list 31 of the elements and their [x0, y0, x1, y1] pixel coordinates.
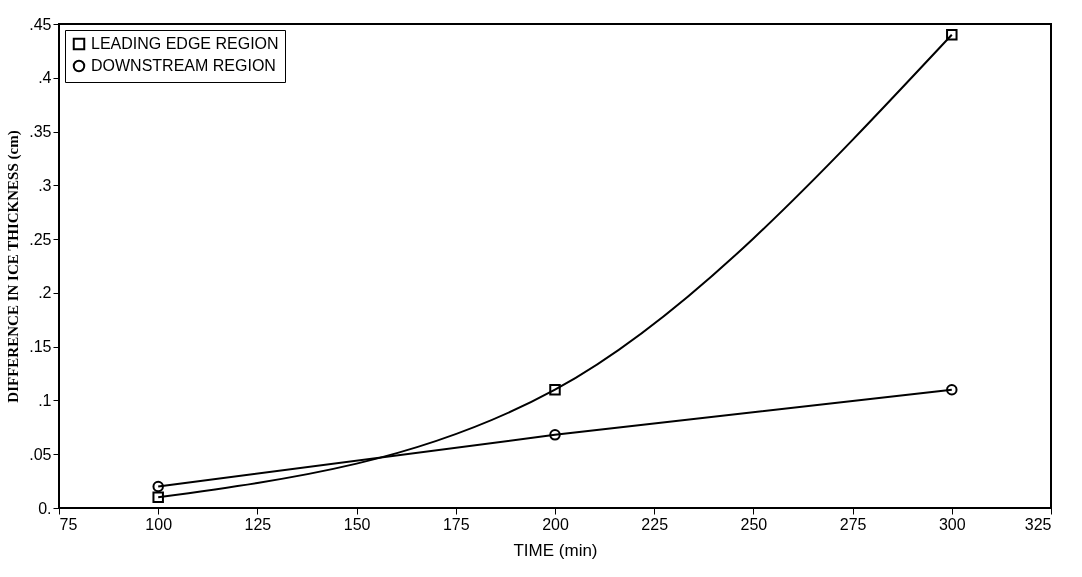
x-tick-label: 175: [442, 515, 470, 533]
x-tick-label: 275: [839, 515, 867, 533]
legend-label: LEADING EDGE REGION: [91, 35, 279, 52]
x-tick-label: 150: [343, 515, 371, 533]
y-tick-label: .2: [38, 284, 52, 302]
y-tick-label: 0.: [38, 499, 52, 517]
x-tick-label: 125: [244, 515, 272, 533]
point: [152, 480, 164, 493]
x-tick-label: 300: [938, 515, 966, 533]
x-tick-label: 200: [542, 515, 569, 533]
y-tick-label: .45: [29, 15, 52, 33]
x-tick-label: 75: [59, 515, 78, 533]
point: [549, 383, 561, 396]
y-tick-label: .4: [38, 69, 52, 87]
y-axis-title: DIFFERENCE IN ICE THICKNESS (cm): [5, 130, 23, 403]
x-tick-label: 225: [641, 515, 669, 533]
point: [946, 29, 958, 41]
point: [152, 491, 164, 503]
y-tick-label: .15: [29, 338, 52, 356]
x-tick-label: 325: [1024, 515, 1052, 533]
x-tick-label: 250: [740, 515, 768, 533]
point: [946, 383, 958, 396]
point: [549, 429, 561, 441]
x-tick-label: 100: [145, 515, 173, 533]
legend-label: DOWNSTREAM REGION: [91, 57, 276, 74]
y-tick-label: .35: [29, 123, 52, 141]
x-axis-title: TIME (min): [513, 540, 598, 560]
y-tick-label: .1: [38, 391, 52, 409]
y-tick-label: .3: [38, 176, 52, 194]
y-tick-label: .25: [29, 230, 52, 248]
y-tick-label: .05: [29, 445, 52, 463]
